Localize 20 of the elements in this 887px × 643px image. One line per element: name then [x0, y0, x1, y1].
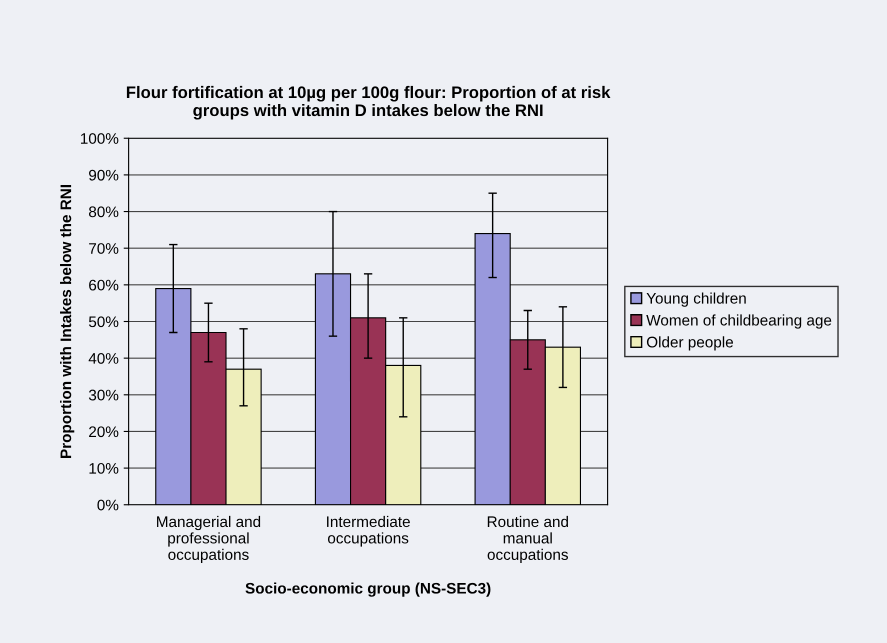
- x-tick-label: Managerial and professional occupations: [157, 516, 260, 564]
- chart-title: Flour fortification at 10µg per 100g flour: Proportion of at risk groups with vitamin D intakes below the RNI: [126, 86, 610, 120]
- y-tick-label: 60%: [89, 280, 118, 291]
- y-tick-label: 50%: [88, 316, 118, 328]
- y-tick-label: 0%: [97, 500, 118, 510]
- y-tick-label: 80%: [88, 206, 118, 218]
- y-tick-label: 40%: [88, 353, 118, 364]
- x-tick-label: Intermediate occupations: [327, 516, 410, 547]
- y-tick-label: 100%: [80, 133, 118, 144]
- y-tick-label: 90%: [89, 170, 118, 181]
- x-axis-title: Socio-economic group (NS-SEC3): [245, 582, 490, 597]
- legend-label: Older people: [646, 336, 734, 350]
- y-axis-title: Proportion with Intakes below the RNI: [60, 185, 74, 458]
- legend-label: Women of childbearing age: [646, 314, 832, 329]
- y-tick-label: 10%: [89, 462, 118, 474]
- legend-label: Young children: [646, 292, 746, 307]
- y-tick-label: 70%: [89, 243, 118, 254]
- y-tick-label: 30%: [88, 390, 118, 400]
- y-tick-label: 20%: [89, 426, 118, 438]
- x-tick-label: Routine and manual occupations: [488, 516, 568, 564]
